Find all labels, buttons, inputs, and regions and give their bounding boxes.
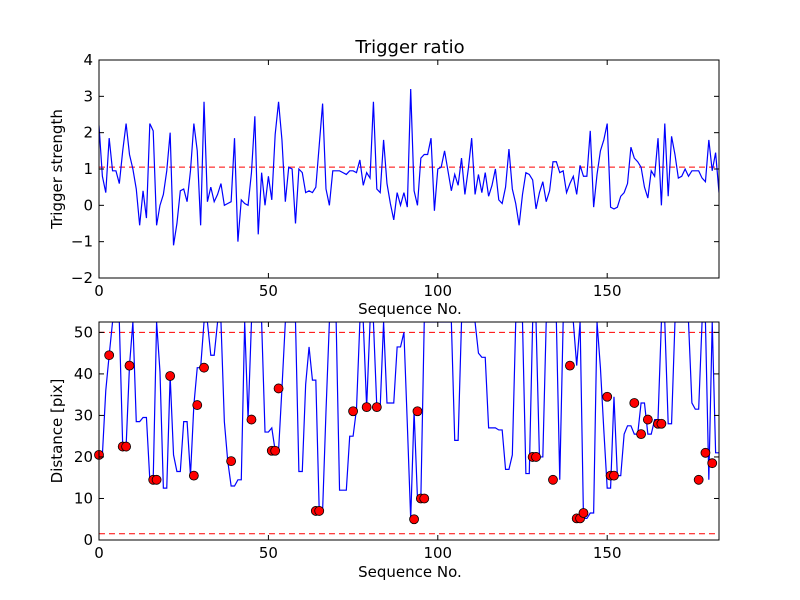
y-tick-label: −1 bbox=[71, 233, 93, 251]
data-point-marker bbox=[192, 400, 203, 410]
data-point-marker bbox=[656, 418, 667, 429]
y-tick-label: 3 bbox=[83, 87, 93, 105]
data-point-marker bbox=[419, 493, 430, 504]
data-point-marker bbox=[361, 402, 372, 413]
data-point-marker bbox=[246, 414, 257, 425]
data-point-marker bbox=[409, 514, 419, 525]
y-tick-label: 40 bbox=[74, 365, 93, 383]
x-tick-label: 0 bbox=[94, 544, 104, 562]
data-point-marker bbox=[642, 414, 653, 425]
data-point-marker bbox=[700, 447, 711, 458]
x-tick-label: 150 bbox=[593, 282, 622, 300]
data-point-marker bbox=[348, 406, 358, 417]
data-point-marker bbox=[578, 508, 589, 518]
chart-trigger-ratio: Trigger ratio 0 50 100 150 −2 −1 0 1 2 3 4 Sequenc… bbox=[48, 37, 720, 318]
y-tick-label: 20 bbox=[74, 448, 93, 466]
plot-frame-bottom bbox=[98, 321, 720, 541]
y-tick-label: −2 bbox=[71, 269, 93, 287]
chart-distance: 0 50 100 150 0 10 20 30 40 50 Sequence No. Distan… bbox=[48, 321, 720, 581]
y-tick-label: 0 bbox=[83, 196, 93, 214]
data-point-marker bbox=[151, 474, 162, 485]
x-axis-label-top: Sequence No. bbox=[358, 300, 462, 318]
data-point-marker bbox=[371, 402, 382, 413]
data-point-marker bbox=[636, 429, 646, 440]
y-tick-label: 0 bbox=[83, 531, 93, 549]
y-tick-label: 10 bbox=[74, 489, 93, 507]
y-tick-label: 4 bbox=[83, 51, 93, 69]
data-point-marker bbox=[609, 470, 619, 481]
data-point-marker bbox=[548, 474, 558, 485]
data-point-marker bbox=[124, 360, 135, 371]
x-tick-label: 50 bbox=[259, 544, 278, 562]
y-tick-label: 1 bbox=[83, 160, 93, 178]
data-point-marker bbox=[531, 452, 541, 462]
x-tick-label: 50 bbox=[259, 282, 278, 300]
data-point-marker bbox=[412, 406, 423, 417]
data-point-marker bbox=[693, 474, 704, 485]
data-point-marker bbox=[121, 441, 132, 452]
y-tick-label: 2 bbox=[83, 124, 93, 142]
data-point-marker bbox=[707, 458, 718, 469]
chart-title: Trigger ratio bbox=[354, 37, 464, 58]
x-tick-label: 100 bbox=[423, 282, 452, 300]
data-point-marker bbox=[226, 456, 237, 467]
x-tick-label: 0 bbox=[94, 282, 104, 300]
data-point-marker bbox=[602, 391, 613, 402]
y-axis-label-top: Trigger strength bbox=[48, 109, 66, 230]
x-axis-label-bottom: Sequence No. bbox=[358, 563, 462, 581]
data-point-marker bbox=[199, 362, 209, 373]
y-axis-label-bottom: Distance [pix] bbox=[48, 379, 66, 484]
data-point-marker bbox=[314, 506, 325, 516]
data-point-marker bbox=[565, 360, 575, 371]
data-point-marker bbox=[273, 383, 284, 394]
data-point-marker bbox=[270, 445, 281, 456]
data-point-marker bbox=[104, 350, 115, 361]
x-tick-label: 150 bbox=[593, 544, 622, 562]
data-point-marker bbox=[629, 398, 640, 408]
x-tick-label: 100 bbox=[423, 544, 452, 562]
data-point-marker bbox=[165, 371, 176, 381]
data-point-marker bbox=[188, 470, 199, 481]
series-line bbox=[99, 89, 719, 246]
y-tick-label: 30 bbox=[74, 406, 93, 424]
y-tick-label: 50 bbox=[74, 323, 93, 341]
